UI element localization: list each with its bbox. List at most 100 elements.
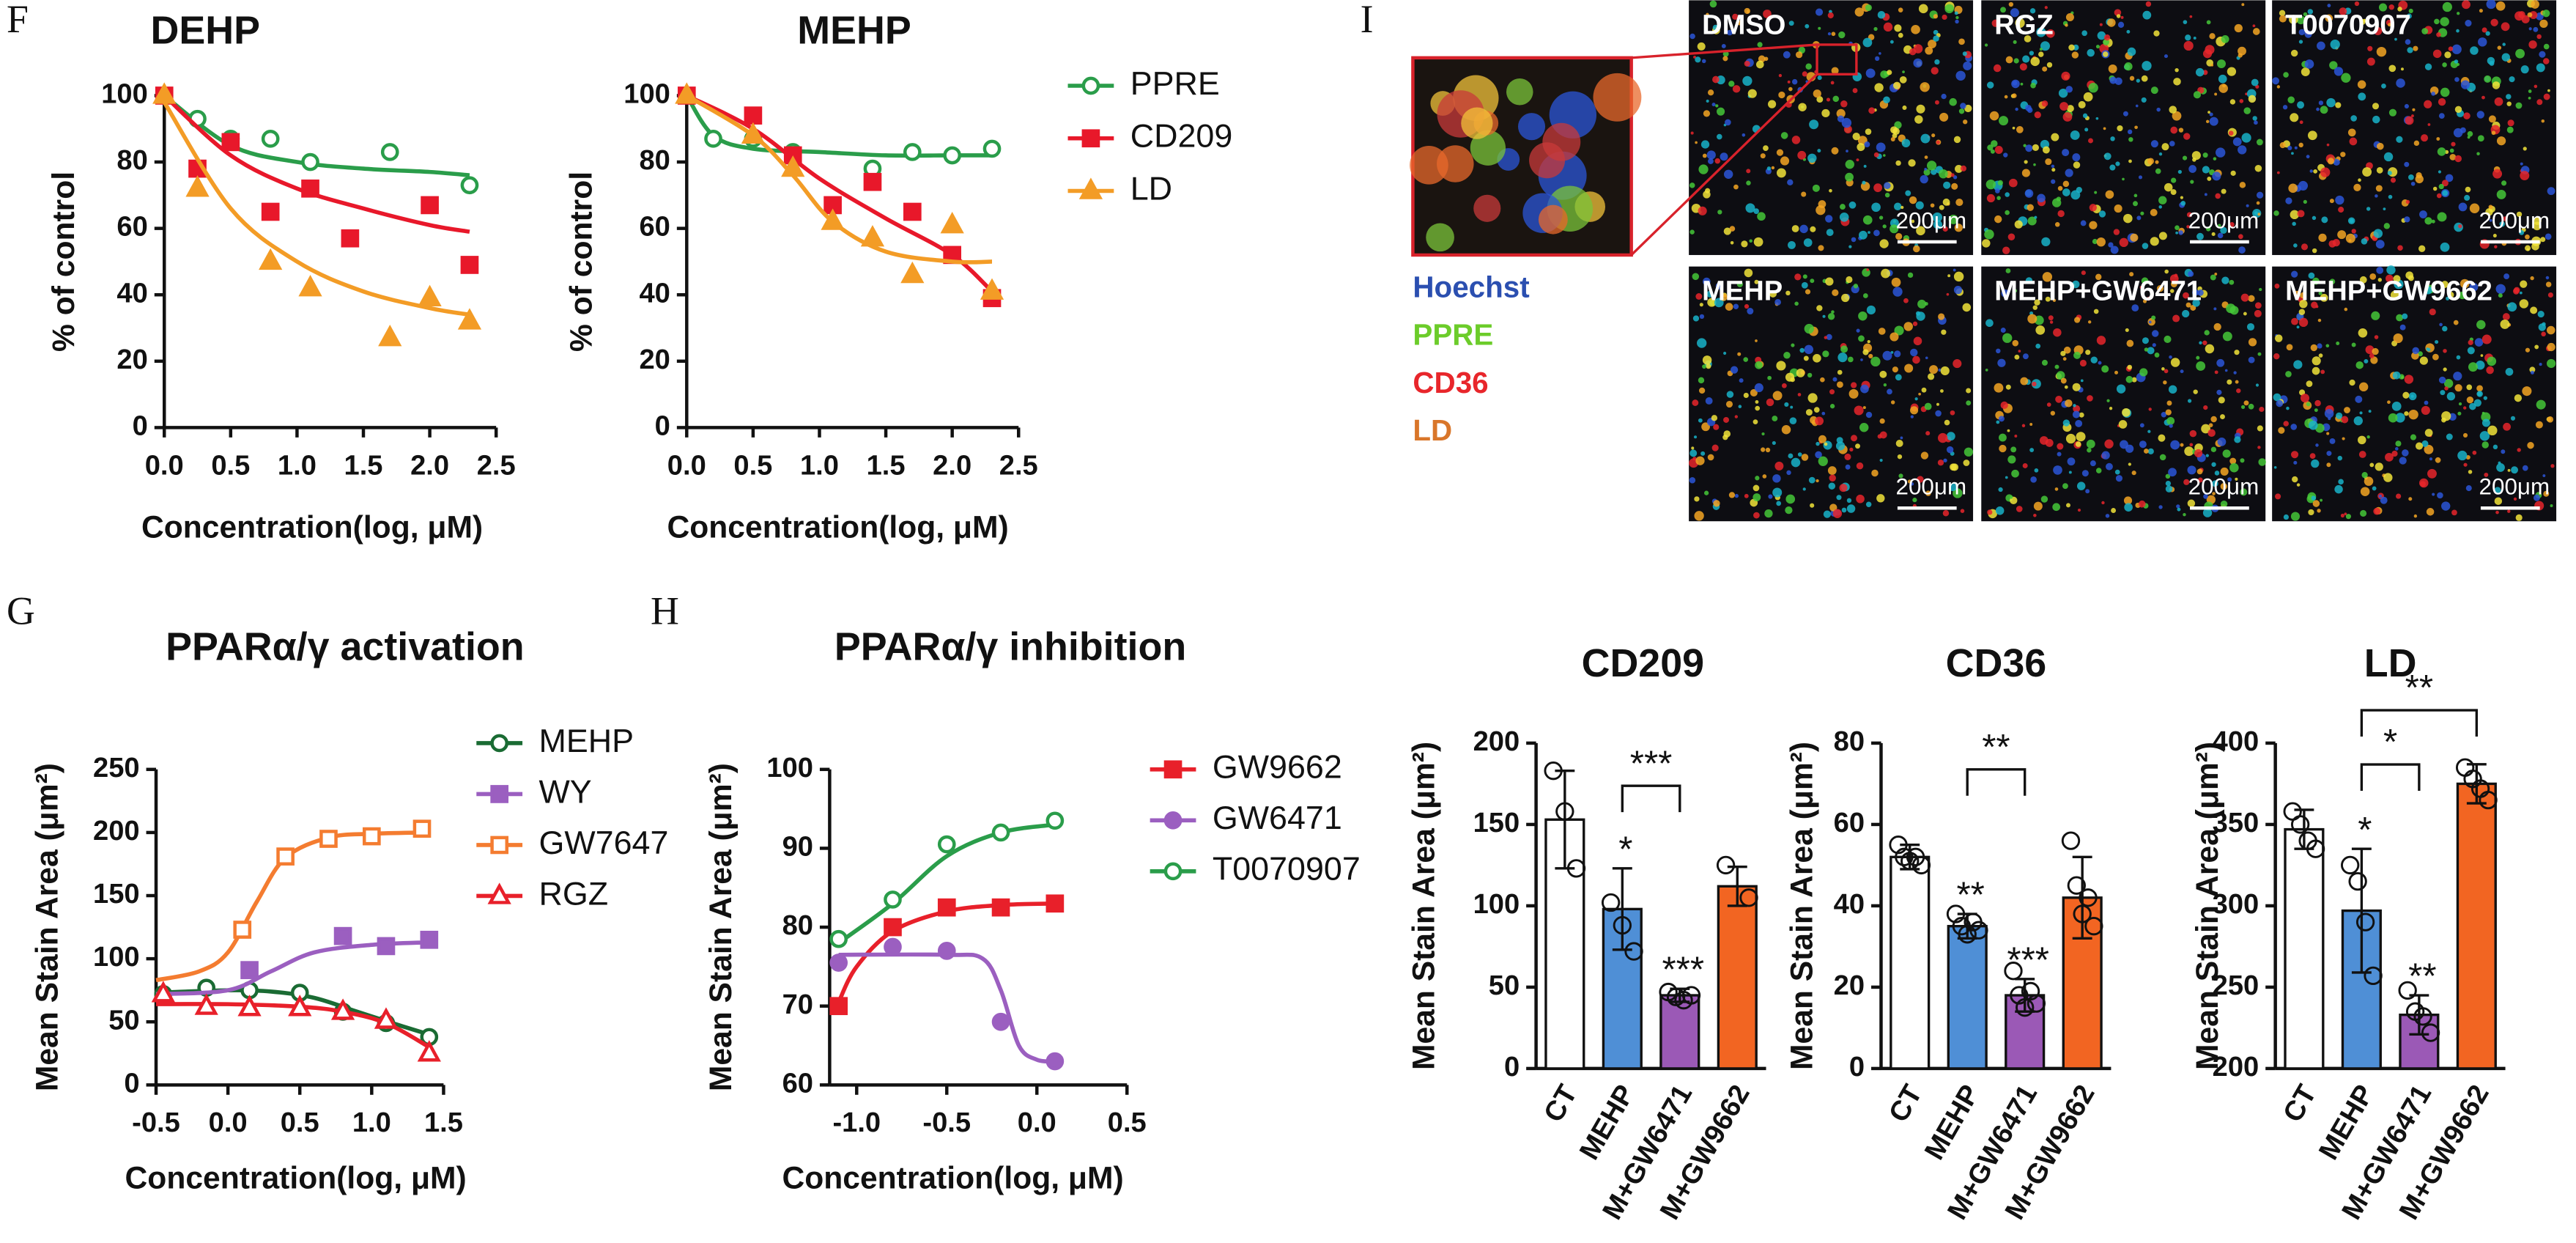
cell-dot — [1794, 301, 1799, 306]
cell-dot — [2484, 472, 2489, 477]
cell-dot — [2376, 46, 2387, 57]
cell-dot — [2081, 470, 2089, 477]
cell-dot — [1717, 107, 1725, 116]
cell-dot — [2490, 18, 2498, 26]
cell-dot — [2466, 384, 2473, 391]
cell-dot — [2320, 369, 2325, 375]
cell-dot — [2189, 15, 2193, 18]
cell-dot — [2129, 75, 2135, 81]
cell-dot — [2424, 400, 2429, 405]
cell-dot — [1892, 366, 1898, 373]
cell-dot — [2151, 330, 2159, 337]
cell-dot — [2292, 221, 2296, 226]
cell-dot — [1863, 164, 1867, 168]
cell-dot — [1785, 506, 1793, 514]
cell-dot — [2375, 462, 2383, 471]
bar — [2284, 827, 2325, 1070]
cell-dot — [1996, 196, 2001, 200]
cell-dot — [1887, 388, 1892, 395]
cell-dot — [1865, 4, 1872, 12]
cell-dot — [1878, 328, 1886, 335]
cell-dot — [1938, 313, 1945, 320]
cell-dot — [1701, 59, 1706, 64]
cell-dot — [2221, 188, 2227, 194]
cell-dot — [2530, 276, 2534, 281]
cell-dot — [1725, 400, 1733, 408]
cell-dot — [1730, 366, 1739, 374]
cell-dot — [2019, 63, 2027, 71]
cell-dot — [2498, 461, 2501, 465]
cell-dot — [1766, 166, 1772, 171]
cell-dot — [2318, 233, 2327, 242]
cell-dot — [2243, 400, 2249, 406]
cell-dot — [2150, 237, 2159, 246]
cell-dot — [2442, 1, 2452, 12]
cell-dot — [2220, 500, 2228, 508]
fit-curve — [837, 822, 1056, 945]
cell-dot — [1917, 476, 1924, 483]
point — [378, 324, 402, 347]
cell-dot — [1950, 410, 1955, 416]
cell-dot — [1941, 93, 1947, 100]
cell-dot — [2326, 143, 2330, 147]
cell-dot — [2400, 67, 2404, 71]
cell-dot — [2540, 237, 2546, 243]
cell-dot — [1753, 493, 1761, 501]
point — [704, 130, 722, 148]
y-tick-label: 200 — [93, 816, 140, 847]
cell-dot — [1987, 144, 1994, 151]
point — [380, 143, 399, 161]
cell-dot — [1913, 245, 1920, 253]
cell-dot — [2011, 79, 2020, 89]
cell-dot — [2388, 194, 2393, 199]
cell-dot — [2229, 279, 2235, 285]
cell-dot — [2388, 413, 2398, 423]
cell-dot — [2404, 375, 2414, 384]
cell-dot — [2081, 270, 2086, 276]
cell-dot — [2168, 385, 2177, 394]
cell-dot — [1916, 226, 1925, 236]
cell-dot — [1925, 431, 1931, 436]
cell-dot — [1839, 212, 1849, 222]
legend-marker — [1081, 129, 1100, 148]
cell-dot — [2501, 180, 2507, 186]
cell-dot — [2205, 344, 2215, 354]
cell-dot — [2090, 460, 2096, 467]
cell-dot — [2229, 457, 2237, 465]
cell-dot — [2169, 141, 2175, 147]
cell-dot — [2209, 33, 2216, 40]
cell-dot — [1723, 430, 1731, 438]
cell-dot — [2372, 486, 2377, 491]
cell-dot — [1720, 152, 1728, 161]
cell-dot — [2066, 503, 2070, 508]
cell-dot — [2458, 202, 2468, 212]
cell-dot — [2193, 91, 2202, 99]
cell-dot — [1985, 179, 1996, 190]
cell-dot — [1858, 335, 1865, 342]
cell-dot — [2393, 333, 2403, 344]
cell-dot — [2396, 493, 2402, 499]
cell-dot — [2051, 168, 2056, 172]
cell-dot — [2412, 347, 2419, 355]
cell-dot — [2007, 455, 2016, 464]
cell-dot — [2243, 107, 2251, 114]
legend-label: GW9662 — [1213, 748, 1342, 786]
cell-dot — [1807, 372, 1813, 378]
cell-dot — [2051, 164, 2055, 169]
cell-dot — [1807, 393, 1818, 403]
y-axis-label: Mean Stain Area (μm²) — [1407, 742, 1442, 1070]
cell-dot — [2207, 177, 2212, 181]
cell-dot — [1845, 172, 1854, 182]
cell-dot — [2415, 174, 2424, 184]
cell-dot — [2034, 299, 2040, 306]
cell-dot — [1918, 392, 1921, 396]
y-tick-label: 20 — [116, 344, 147, 375]
data-point — [1946, 904, 1966, 923]
cell-dot — [2005, 56, 2013, 64]
cell-dot — [1713, 500, 1720, 507]
cell-dot — [1825, 277, 1834, 286]
channel-label: LD — [1413, 413, 1452, 447]
cell-dot — [1817, 75, 1822, 81]
cell-dot — [2065, 433, 2076, 444]
cell-dot — [2279, 15, 2287, 23]
